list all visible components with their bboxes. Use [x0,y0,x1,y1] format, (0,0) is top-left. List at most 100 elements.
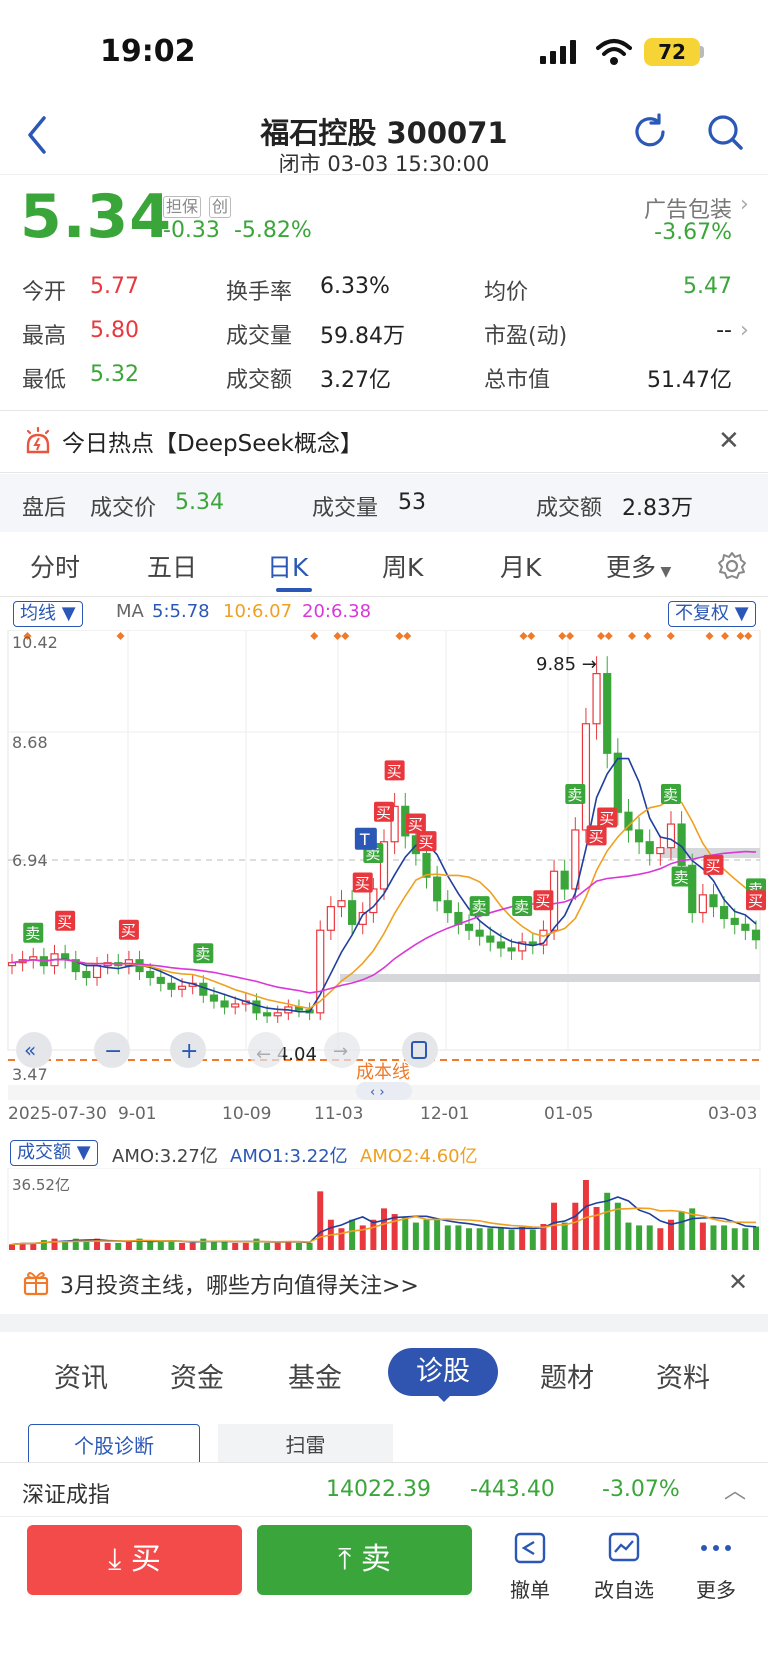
tab-five-day[interactable]: 五日 [147,553,198,582]
sell-arrow-icon: ⤒ [338,1542,361,1577]
tab-intraday[interactable]: 分时 [30,553,81,582]
volume-bar [582,1180,589,1250]
search-icon[interactable] [705,112,745,152]
volume-indicator-select[interactable]: 成交额 ▼ [10,1140,98,1166]
buy-marker [55,910,76,931]
tab-day-k[interactable]: 日K [267,553,309,582]
candle-body [209,994,219,1002]
edit-watchlist-label: 改自选 [594,1578,654,1602]
settings-gear-icon[interactable] [716,550,748,582]
back-step-button[interactable] [248,1032,284,1068]
pe-value: -- [716,318,732,343]
candle-body [666,823,676,849]
amo2-value: AMO2:4.60亿 [360,1146,478,1167]
tab-week-k[interactable]: 周K [382,553,424,582]
candle-body [146,970,155,979]
buy-button[interactable]: ⤓ 买 [27,1525,242,1595]
amount-label: 成交额 [226,368,293,393]
sell-marker-label: 卖 [472,898,487,916]
volume-bar [157,1241,164,1250]
volume-value: 59.84万 [320,324,405,349]
cancel-order-button[interactable]: 撤单 [490,1530,570,1603]
ma-select[interactable]: 均线 ▼ [13,601,83,627]
turnover-value: 6.33% [320,274,390,299]
buy-marker-label: 买 [387,762,402,780]
sector-pct[interactable]: -3.67% [654,220,732,245]
mine-scan-button[interactable]: 扫雷 [218,1424,393,1466]
rotate-icon [411,1041,427,1059]
volume-bar [104,1242,111,1250]
cost-line-label: 成本线 [356,1062,410,1083]
more-button[interactable]: 更多 [676,1530,756,1603]
margin-tag: 担保 [163,196,202,218]
volume-bar [40,1240,47,1250]
chevron-right-icon[interactable]: › [740,192,749,217]
tab-profile[interactable]: 资料 [656,1363,710,1394]
candle-body [613,752,622,813]
forward-step-button[interactable]: → [324,1032,360,1068]
close-icon[interactable]: ✕ [728,1268,749,1296]
tab-fund[interactable]: 基金 [288,1363,342,1394]
stock-diagnosis-button[interactable]: 个股诊断 [28,1424,200,1466]
date-axis-label: 10-09 [222,1104,272,1124]
zoom-in-button[interactable]: + [170,1032,206,1068]
promo-banner[interactable]: 3月投资主线，哪些方向值得关注>> ✕ [0,1252,768,1314]
tab-news[interactable]: 资讯 [54,1363,108,1394]
hot-topic-text[interactable]: 今日热点【DeepSeek概念】 [62,431,363,457]
avg-label: 均价 [484,280,529,305]
candle-body [709,894,718,908]
close-icon[interactable]: ✕ [718,426,740,456]
candlestick-chart[interactable]: 卖买 买卖买买买买买卖卖卖买卖买买卖卖买卖买T 10.42 8.68 6.94 3… [0,630,768,1100]
tab-more[interactable]: 更多 ▼ [606,553,672,582]
refresh-icon[interactable] [630,112,670,152]
price-axis-label: 8.68 [12,733,48,752]
zoom-out-button[interactable]: − [94,1032,130,1068]
date-axis-label: 2025-07-30 [8,1104,107,1124]
back-icon[interactable] [22,112,52,158]
tab-funds-flow[interactable]: 资金 [170,1363,224,1394]
volume-chart[interactable] [0,1168,768,1252]
adjust-select[interactable]: 不复权 ▼ [668,601,756,627]
support-band [340,974,760,982]
signal-icon [540,40,576,64]
arrow-right-icon: → [576,654,597,675]
volume-bar [614,1202,621,1250]
plus-icon: + [180,1039,198,1064]
volume-bar [72,1238,79,1250]
volume-bar [51,1238,58,1250]
rotate-button[interactable] [402,1032,438,1068]
sell-marker-label: 卖 [25,925,40,943]
candle-body [348,900,357,925]
tab-diagnosis[interactable]: 诊股 [388,1348,498,1396]
candle-body [507,947,516,952]
tab-month-k[interactable]: 月K [500,553,542,582]
chevron-right-icon[interactable]: › [740,318,749,343]
price-axis-label: 6.94 [12,851,48,870]
pan-left-button[interactable]: « [16,1032,52,1068]
chinext-tag: 创 [209,196,232,218]
buy-marker-label: 买 [57,913,72,931]
edit-watchlist-button[interactable]: 改自选 [584,1530,664,1603]
amount-value: 3.27亿 [320,368,391,393]
chevron-up-icon[interactable]: ︿ [724,1479,747,1504]
edit-watchlist-icon [608,1532,640,1562]
current-price: 5.34 [20,182,173,252]
tab-theme[interactable]: 题材 [540,1363,594,1394]
sell-button[interactable]: ⤒ 卖 [257,1525,472,1595]
candle-body [358,911,367,925]
sell-marker-label: 卖 [674,869,689,887]
index-ticker-bar[interactable]: 深证成指 14022.39 -443.40 -3.07% ︿ [0,1462,768,1516]
volume-bar [508,1229,515,1250]
sector-name[interactable]: 广告包装 [643,198,732,223]
volume-bar [497,1228,504,1250]
active-tab-indicator [276,588,312,592]
scroll-handle[interactable] [356,1082,412,1100]
date-axis-label: 11-03 [314,1104,364,1124]
volume-bar [391,1214,398,1250]
price-axis-label: 10.42 [12,633,58,652]
candle-body [698,894,707,914]
volume-bar [742,1228,749,1250]
buy-marker [384,760,405,781]
event-dot [566,632,574,640]
volume-bar [466,1228,473,1250]
